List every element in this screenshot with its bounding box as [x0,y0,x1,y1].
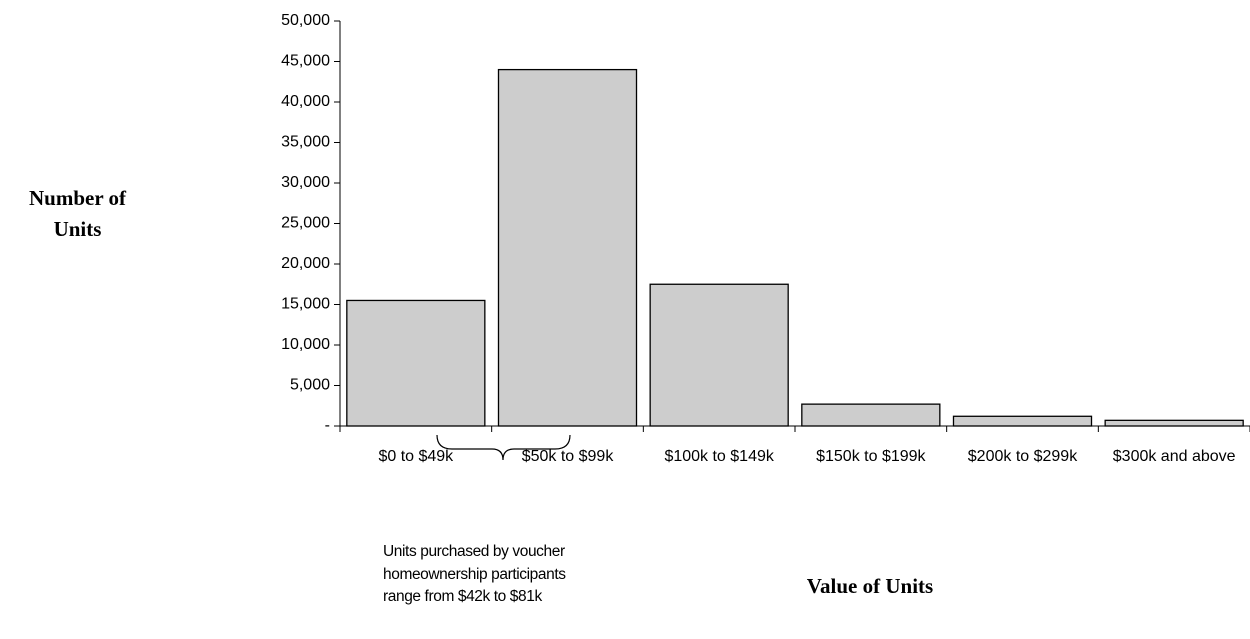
bar [952,415,1093,427]
x-tick-label: $200k to $299k [967,448,1078,465]
y-tick-label: 45,000 [281,53,330,70]
x-axis-label: Value of Units [806,574,934,598]
bar [649,283,789,427]
y-tick-label: 40,000 [281,93,330,110]
y-tick-label: 15,000 [281,296,330,313]
y-tick-label: 20,000 [281,255,330,272]
bar [497,68,638,427]
y-tick-label: 5,000 [290,377,330,394]
bar [801,403,941,427]
y-tick-label: 50,000 [281,12,330,29]
bar [346,299,486,427]
brace [436,434,571,461]
x-tick-label: $0 to $49k [378,448,454,465]
y-tick-label: 25,000 [281,215,330,232]
x-tick-label: $300k and above [1112,448,1236,465]
y-tick-label: 10,000 [281,336,330,353]
y-tick-label: 30,000 [281,174,330,191]
x-tick-label: $100k to $149k [664,448,774,465]
annotation: Units purchased by voucher homeownership… [383,543,566,605]
y-axis-label: Number of Units [28,186,127,241]
y-tick-label: - [325,417,330,434]
y-tick-label: 35,000 [281,134,330,151]
bar [1104,419,1244,427]
x-tick-label: $150k to $199k [816,448,926,465]
x-tick-label: $50k to $99k [521,448,614,465]
